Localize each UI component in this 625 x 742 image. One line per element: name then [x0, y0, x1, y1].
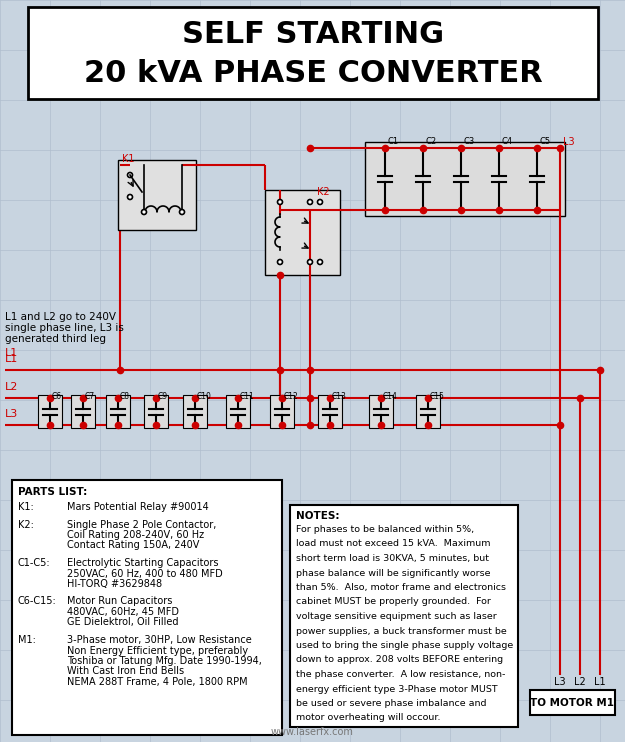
Text: than 5%.  Also, motor frame and electronics: than 5%. Also, motor frame and electroni…	[296, 583, 506, 592]
Text: C6: C6	[52, 392, 62, 401]
Text: down to approx. 208 volts BEFORE entering: down to approx. 208 volts BEFORE enterin…	[296, 655, 503, 665]
Text: C11: C11	[240, 392, 255, 401]
Text: C8: C8	[120, 392, 130, 401]
Text: L1: L1	[5, 354, 18, 364]
Text: C9: C9	[158, 392, 168, 401]
Circle shape	[278, 200, 282, 205]
Text: C12: C12	[284, 392, 299, 401]
Circle shape	[308, 260, 312, 264]
Bar	[270, 395, 294, 428]
Text: C7: C7	[85, 392, 95, 401]
Text: C3: C3	[463, 137, 474, 146]
Text: energy efficient type 3-Phase motor MUST: energy efficient type 3-Phase motor MUST	[296, 685, 498, 694]
Bar	[290, 505, 518, 727]
Text: PARTS LIST:: PARTS LIST:	[18, 487, 88, 497]
Bar	[318, 395, 342, 428]
Text: used to bring the single phase supply voltage: used to bring the single phase supply vo…	[296, 641, 513, 650]
Circle shape	[318, 200, 322, 205]
Text: L1 and L2 go to 240V: L1 and L2 go to 240V	[5, 312, 116, 322]
Text: Contact Rating 150A, 240V: Contact Rating 150A, 240V	[67, 540, 199, 551]
Text: C6-C15:: C6-C15:	[18, 597, 57, 606]
Circle shape	[278, 260, 282, 264]
Bar	[369, 395, 393, 428]
Text: 20 kVA PHASE CONVERTER: 20 kVA PHASE CONVERTER	[84, 59, 542, 88]
Text: For phases to be balanced within 5%,: For phases to be balanced within 5%,	[296, 525, 474, 534]
Text: Single Phase 2 Pole Contactor,: Single Phase 2 Pole Contactor,	[67, 519, 216, 530]
Bar	[118, 160, 196, 230]
Text: voltage sensitive equipment such as laser: voltage sensitive equipment such as lase…	[296, 612, 497, 621]
Text: TO MOTOR M1: TO MOTOR M1	[531, 697, 614, 708]
Text: www.laserfx.com: www.laserfx.com	[271, 727, 354, 737]
Text: C2: C2	[425, 137, 436, 146]
Text: Toshiba or Tatung Mfg. Date 1990-1994,: Toshiba or Tatung Mfg. Date 1990-1994,	[67, 656, 262, 666]
Text: load must not exceed 15 kVA.  Maximum: load must not exceed 15 kVA. Maximum	[296, 539, 491, 548]
Bar	[226, 395, 250, 428]
Text: C1: C1	[387, 137, 398, 146]
Text: 3-Phase motor, 30HP, Low Resistance: 3-Phase motor, 30HP, Low Resistance	[67, 635, 252, 645]
Text: GE Dielektrol, Oil Filled: GE Dielektrol, Oil Filled	[67, 617, 179, 628]
Text: NOTES:: NOTES:	[296, 511, 339, 521]
Text: Coil Rating 208-240V, 60 Hz: Coil Rating 208-240V, 60 Hz	[67, 530, 204, 540]
Text: cabinet MUST be properly grounded.  For: cabinet MUST be properly grounded. For	[296, 597, 491, 606]
Circle shape	[127, 194, 132, 200]
Text: NEMA 288T Frame, 4 Pole, 1800 RPM: NEMA 288T Frame, 4 Pole, 1800 RPM	[67, 677, 248, 687]
Text: motor overheating will occour.: motor overheating will occour.	[296, 714, 441, 723]
Text: C10: C10	[197, 392, 212, 401]
Circle shape	[308, 200, 312, 205]
Text: power supplies, a buck transformer must be: power supplies, a buck transformer must …	[296, 626, 507, 635]
Bar	[38, 395, 62, 428]
Text: Non Energy Efficient type, preferably: Non Energy Efficient type, preferably	[67, 646, 248, 655]
Text: L1: L1	[5, 348, 18, 358]
Text: C15: C15	[430, 392, 445, 401]
Text: the phase converter.  A low resistance, non-: the phase converter. A low resistance, n…	[296, 670, 506, 679]
Text: be used or severe phase imbalance and: be used or severe phase imbalance and	[296, 699, 486, 708]
Text: 250VAC, 60 Hz, 400 to 480 MFD: 250VAC, 60 Hz, 400 to 480 MFD	[67, 568, 222, 579]
Bar	[183, 395, 207, 428]
Circle shape	[318, 260, 322, 264]
Circle shape	[141, 209, 146, 214]
Text: L2: L2	[574, 677, 586, 687]
Text: phase balance will be significantly worse: phase balance will be significantly wors…	[296, 568, 491, 577]
Text: single phase line, L3 is: single phase line, L3 is	[5, 323, 124, 333]
Text: C4: C4	[501, 137, 512, 146]
Text: K2:: K2:	[18, 519, 34, 530]
Text: K1: K1	[122, 154, 134, 164]
Text: 480VAC, 60Hz, 45 MFD: 480VAC, 60Hz, 45 MFD	[67, 607, 179, 617]
Text: L1: L1	[594, 677, 606, 687]
Bar	[416, 395, 440, 428]
Text: C1-C5:: C1-C5:	[18, 558, 51, 568]
Text: HI-TORQ #3629848: HI-TORQ #3629848	[67, 579, 162, 589]
Text: K1:: K1:	[18, 502, 34, 512]
Text: K2: K2	[317, 187, 329, 197]
Bar	[28, 7, 598, 99]
Text: Mars Potential Relay #90014: Mars Potential Relay #90014	[67, 502, 209, 512]
Circle shape	[179, 209, 184, 214]
Text: Motor Run Capacitors: Motor Run Capacitors	[67, 597, 173, 606]
Bar	[71, 395, 95, 428]
Text: Electrolytic Starting Capacitors: Electrolytic Starting Capacitors	[67, 558, 219, 568]
Circle shape	[127, 172, 132, 177]
Text: L3: L3	[563, 137, 574, 147]
Bar	[265, 190, 340, 275]
Bar	[144, 395, 168, 428]
Text: SELF STARTING: SELF STARTING	[182, 20, 444, 49]
Text: L3: L3	[5, 409, 18, 419]
Text: L3: L3	[554, 677, 566, 687]
Bar	[365, 142, 565, 216]
Text: short term load is 30KVA, 5 minutes, but: short term load is 30KVA, 5 minutes, but	[296, 554, 489, 563]
Text: M1:: M1:	[18, 635, 36, 645]
Text: With Cast Iron End Bells: With Cast Iron End Bells	[67, 666, 184, 677]
Text: L2: L2	[5, 382, 18, 392]
Text: C5: C5	[539, 137, 550, 146]
Text: generated third leg: generated third leg	[5, 334, 106, 344]
Bar	[530, 690, 615, 715]
Text: C13: C13	[332, 392, 347, 401]
Bar	[106, 395, 130, 428]
Bar	[12, 480, 282, 735]
Text: C14: C14	[383, 392, 398, 401]
